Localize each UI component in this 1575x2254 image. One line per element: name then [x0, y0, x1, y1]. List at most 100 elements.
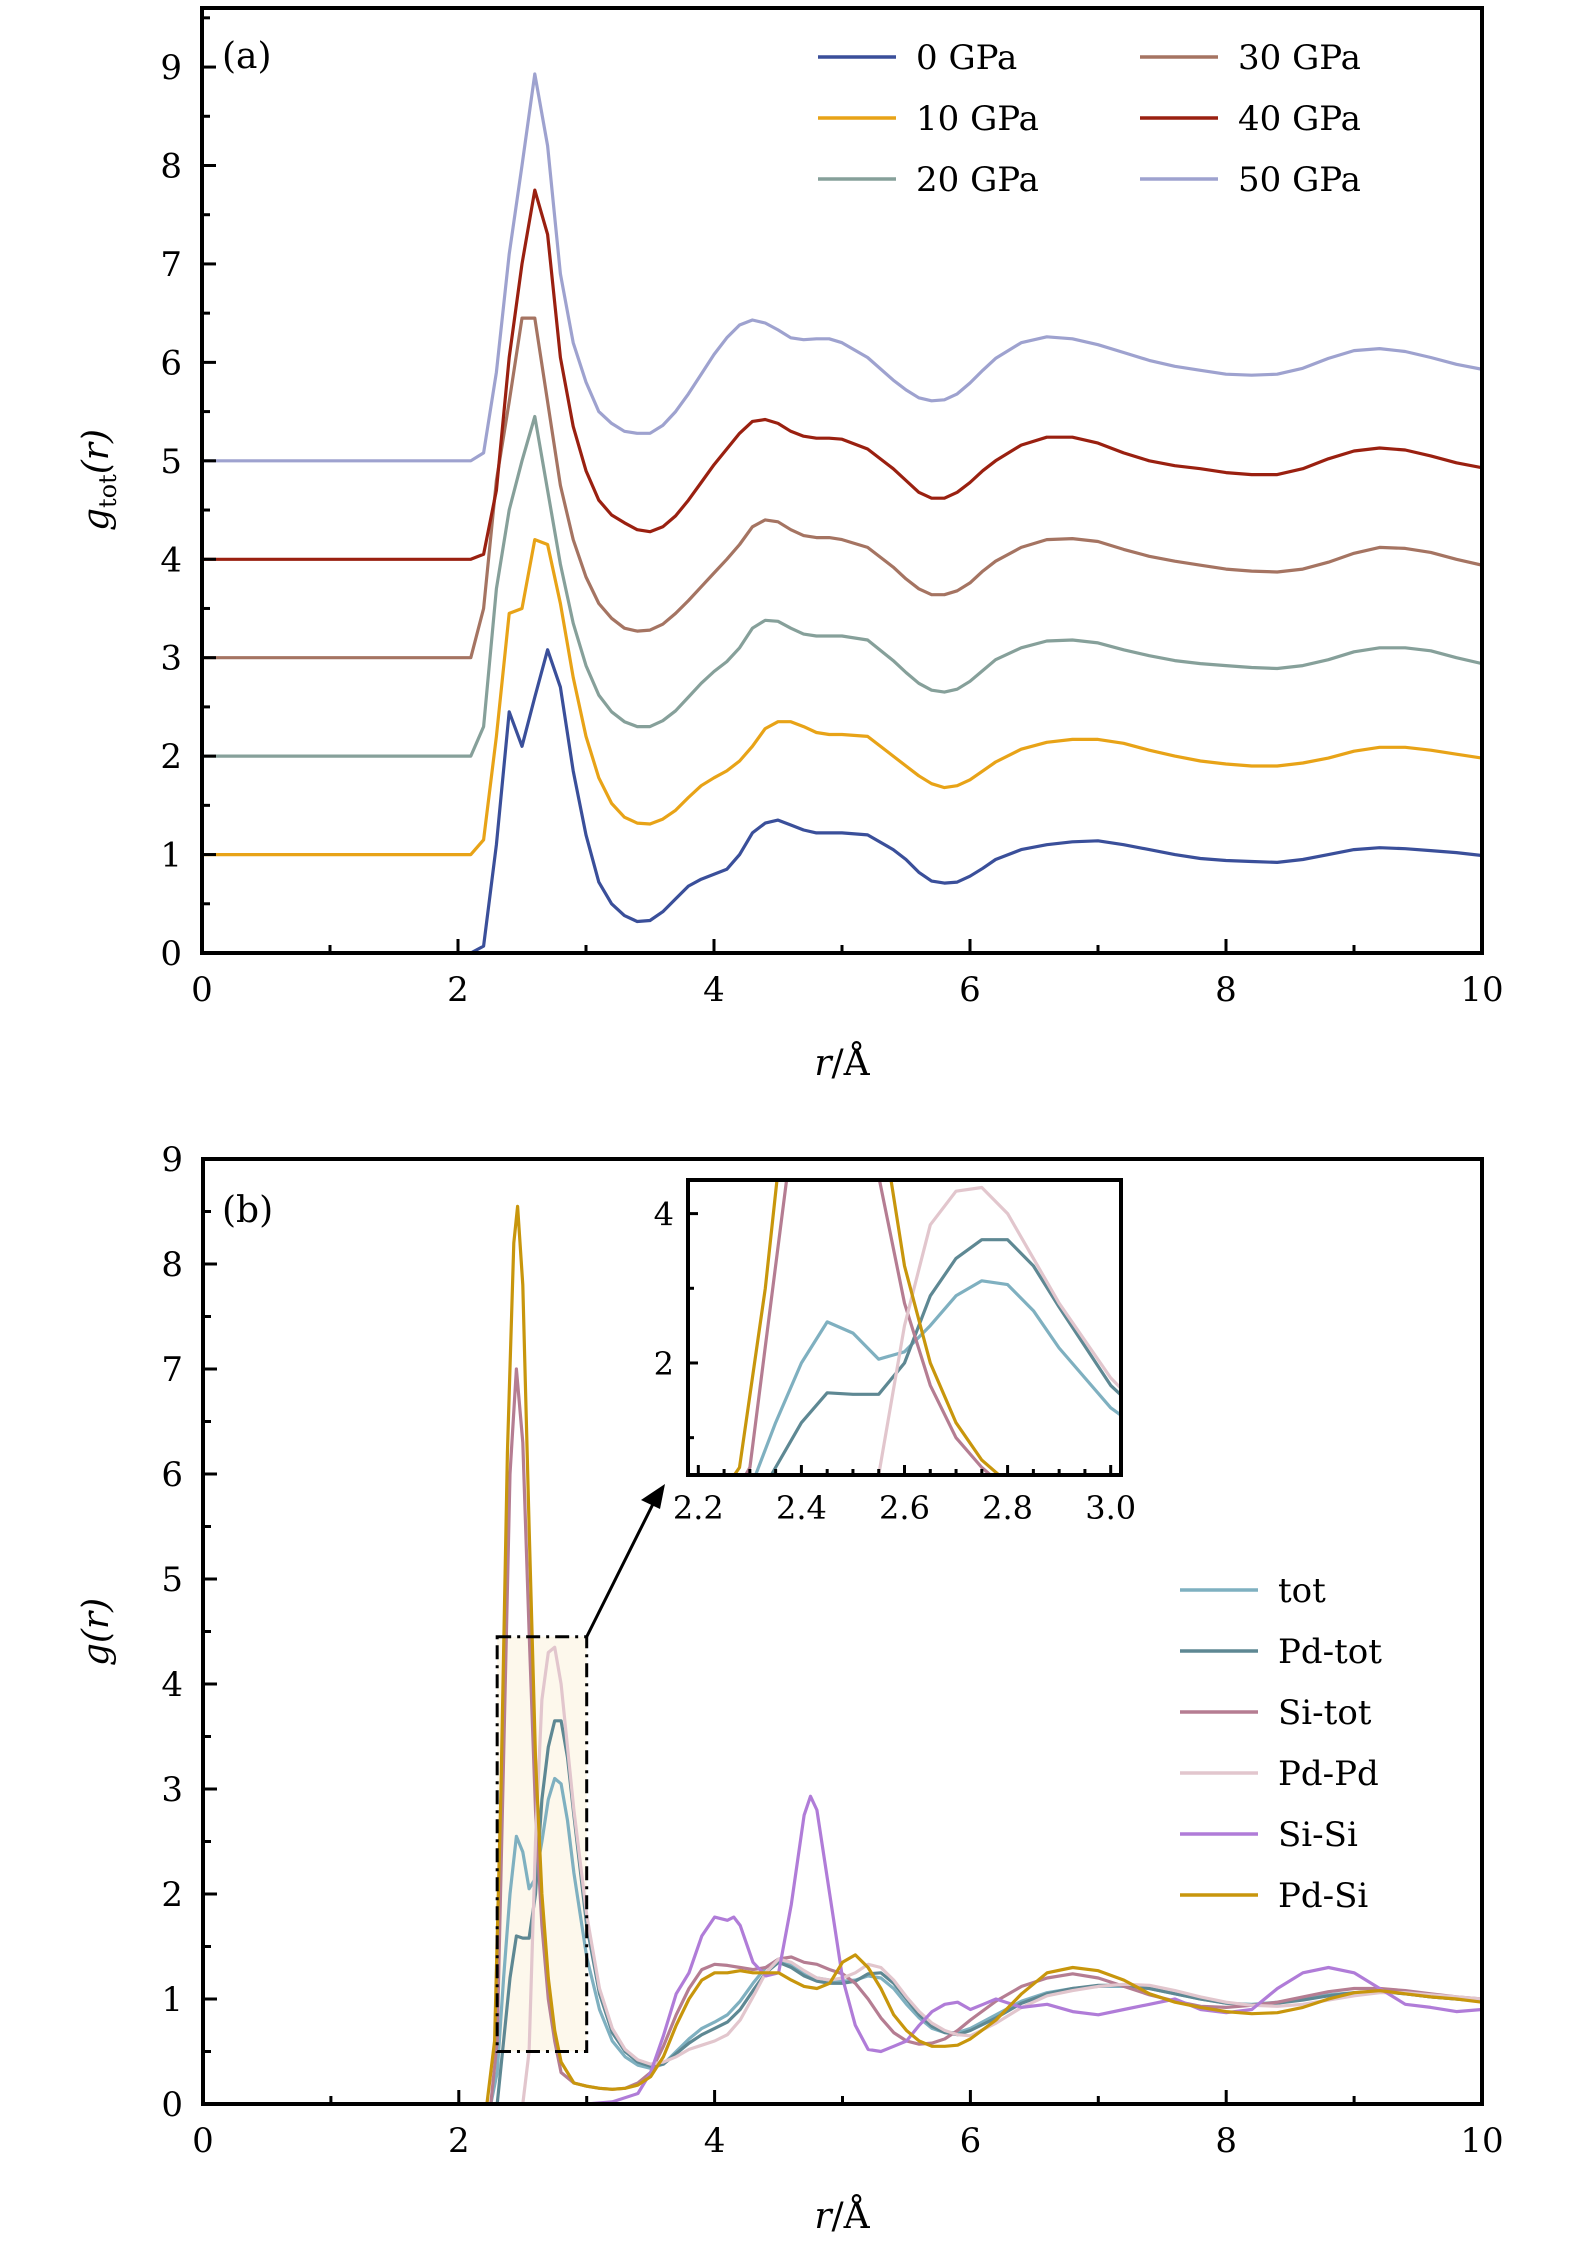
inset-series-si-tot: [743, 1180, 993, 1475]
x-tick-label: 2: [447, 970, 469, 1010]
y-tick-label: 1: [160, 836, 182, 876]
series-30-gpa: [202, 316, 1482, 660]
inset-x-tick-label: 2.6: [879, 1489, 930, 1527]
y-tick-label: 2: [160, 737, 182, 777]
panel-a-curves: [202, 72, 1482, 953]
x-tick-label: 6: [960, 2121, 982, 2161]
x-tick-label: 0: [192, 2121, 214, 2161]
inset-series-tot: [753, 1279, 1121, 1475]
y-tick-label: 1: [161, 1980, 183, 2020]
y-tick-label: 0: [160, 934, 182, 974]
series-pd-tot: [203, 1719, 1482, 2104]
x-tick-label: 8: [1215, 970, 1237, 1010]
series-0-gpa: [202, 648, 1482, 953]
panel-a-label: (a): [222, 36, 272, 77]
panel-b-y-axis-title: g(r): [76, 1598, 117, 1666]
legend-item-tot: tot: [1180, 1571, 1326, 1611]
inset-plot: 2.2 2.4 2.6 2.8 3.0 2 4: [654, 1178, 1136, 1527]
legend-item-10-gpa: 10 GPa: [818, 99, 1039, 139]
legend-label: Pd-Si: [1278, 1876, 1368, 1916]
legend-item-pd-pd: Pd-Pd: [1180, 1754, 1379, 1794]
y-tick-label: 4: [160, 540, 182, 580]
y-tick-label: 6: [161, 1455, 183, 1495]
y-tick-label: 8: [160, 147, 182, 187]
legend-label: 10 GPa: [916, 99, 1039, 139]
panel-b-legend: tot Pd-tot Si-tot Pd-Pd Si-Si Pd-Si: [1180, 1571, 1382, 1916]
legend-item-40-gpa: 40 GPa: [1140, 99, 1361, 139]
legend-label: tot: [1278, 1571, 1326, 1611]
series-40-gpa: [202, 188, 1482, 561]
x-tick-label: 4: [704, 2121, 726, 2161]
legend-item-pd-tot: Pd-tot: [1180, 1632, 1382, 1672]
y-tick-label: 8: [161, 1245, 183, 1285]
y-tick-label: 5: [160, 442, 182, 482]
inset-series-pd-si: [732, 1180, 1002, 1475]
panel-b-ticks: 0 2 4 6 8 10 0 1 2 3 4 5 6 7 8 9: [161, 1140, 1503, 2161]
series-50-gpa: [202, 72, 1482, 463]
legend-label: 50 GPa: [1238, 160, 1361, 200]
legend-label: Pd-tot: [1278, 1632, 1382, 1672]
legend-item-si-si: Si-Si: [1180, 1815, 1358, 1855]
panel-b-curves: [203, 1204, 1482, 2104]
zoom-arrow: [585, 1499, 657, 1638]
panel-a-ticks: 0 2 4 6 8 10 0 1 2 3 4 5 6 7 8 9: [160, 16, 1504, 1010]
legend-label: 40 GPa: [1238, 99, 1361, 139]
legend-label: Si-tot: [1278, 1693, 1372, 1733]
panel-a-frame: [200, 6, 1484, 955]
y-tick-label: 9: [161, 1140, 183, 1180]
legend-label: 20 GPa: [916, 160, 1039, 200]
y-tick-label: 4: [161, 1665, 183, 1705]
series-pd-si: [203, 1204, 1482, 2104]
y-tick-label: 3: [161, 1770, 183, 1810]
y-tick-label: 7: [160, 245, 182, 285]
legend-item-0-gpa: 0 GPa: [818, 38, 1017, 78]
legend-label: Pd-Pd: [1278, 1754, 1379, 1794]
legend-item-pd-si: Pd-Si: [1180, 1876, 1368, 1916]
panel-a-y-axis-title: gtot(r): [76, 429, 122, 531]
legend-item-si-tot: Si-tot: [1180, 1693, 1372, 1733]
series-si-tot: [203, 1367, 1482, 2104]
panel-a-x-axis-title: r/Å: [814, 1042, 870, 1084]
legend-label: 30 GPa: [1238, 38, 1361, 78]
inset-series-pd-tot: [769, 1238, 1121, 1475]
legend-item-30-gpa: 30 GPa: [1140, 38, 1361, 78]
legend-label: 0 GPa: [916, 38, 1017, 78]
x-tick-label: 10: [1460, 970, 1503, 1010]
zoom-box: [495, 1635, 589, 2053]
y-tick-label: 9: [160, 48, 182, 88]
legend-label: Si-Si: [1278, 1815, 1358, 1855]
x-tick-label: 6: [959, 970, 981, 1010]
x-tick-label: 8: [1215, 2121, 1237, 2161]
inset-y-tick-label: 2: [654, 1345, 674, 1383]
zoom-arrow-head: [641, 1484, 665, 1509]
y-tick-label: 7: [161, 1350, 183, 1390]
series-si-si: [203, 1794, 1482, 2104]
series-20-gpa: [202, 414, 1482, 758]
inset-x-tick-label: 2.2: [673, 1489, 724, 1527]
x-tick-label: 0: [191, 970, 213, 1010]
x-tick-label: 2: [448, 2121, 470, 2161]
inset-y-tick-label: 4: [654, 1196, 674, 1234]
inset-curves: [732, 1180, 1121, 1475]
y-tick-label: 5: [161, 1560, 183, 1600]
series-10-gpa: [202, 538, 1482, 857]
panel-b-x-axis-title: r/Å: [814, 2195, 870, 2237]
inset-x-tick-label: 2.8: [982, 1489, 1033, 1527]
panel-a: 0 2 4 6 8 10 0 1 2 3 4 5 6 7 8 9 (a) 0 GPa 10 GPa 20 GPa 3…: [76, 6, 1504, 1084]
inset-series-pd-pd: [876, 1185, 1121, 1475]
y-tick-label: 0: [161, 2085, 183, 2125]
x-tick-label: 10: [1460, 2121, 1503, 2161]
y-tick-label: 6: [160, 343, 182, 383]
panel-b-label: (b): [222, 1190, 273, 1231]
inset-x-tick-label: 2.4: [776, 1489, 827, 1527]
inset-ticks: 2.2 2.4 2.6 2.8 3.0 2 4: [654, 1196, 1136, 1527]
x-tick-label: 4: [703, 970, 725, 1010]
inset-x-tick-label: 3.0: [1085, 1489, 1136, 1527]
y-tick-label: 2: [161, 1875, 183, 1915]
legend-item-50-gpa: 50 GPa: [1140, 160, 1361, 200]
y-tick-label: 3: [160, 639, 182, 679]
panel-a-legend: 0 GPa 10 GPa 20 GPa 30 GPa 40 GPa 50 GPa: [818, 38, 1361, 200]
legend-item-20-gpa: 20 GPa: [818, 160, 1039, 200]
